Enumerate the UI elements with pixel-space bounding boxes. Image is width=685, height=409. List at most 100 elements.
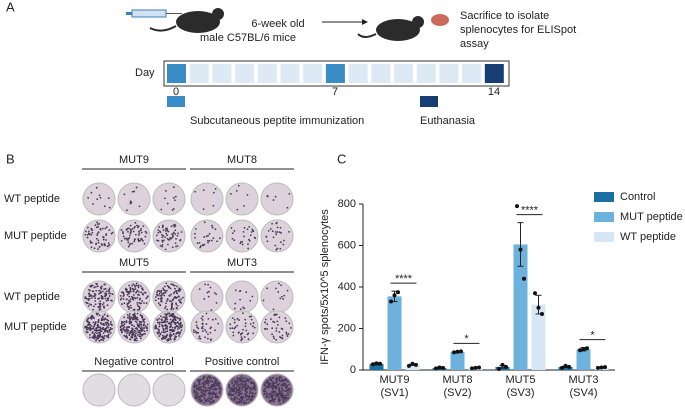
spot bbox=[101, 303, 104, 306]
spot bbox=[88, 323, 91, 326]
spot bbox=[172, 224, 175, 227]
spot bbox=[241, 243, 244, 246]
spot bbox=[164, 285, 166, 288]
spot bbox=[180, 231, 183, 233]
x-tick-label: (SV3) bbox=[506, 387, 534, 399]
spot bbox=[242, 380, 245, 382]
spot bbox=[120, 291, 123, 294]
spot bbox=[244, 401, 247, 404]
well bbox=[152, 219, 186, 253]
spot bbox=[175, 333, 178, 335]
spot bbox=[243, 336, 246, 338]
spot bbox=[90, 317, 93, 320]
spot bbox=[98, 307, 101, 309]
spot bbox=[235, 189, 238, 192]
timeline-day bbox=[280, 64, 300, 83]
spot bbox=[211, 395, 214, 398]
spot bbox=[105, 233, 108, 235]
spot bbox=[240, 401, 243, 404]
spot bbox=[108, 229, 111, 232]
x-tick-label: (SV4) bbox=[569, 387, 597, 399]
spot bbox=[123, 237, 126, 240]
spot bbox=[120, 322, 123, 325]
spot bbox=[119, 294, 122, 297]
spot bbox=[122, 298, 125, 300]
well bbox=[225, 280, 259, 314]
well bbox=[225, 219, 259, 253]
spot bbox=[230, 388, 233, 391]
spot bbox=[171, 246, 174, 249]
spot bbox=[170, 321, 173, 324]
spot bbox=[174, 242, 177, 245]
spot bbox=[265, 387, 267, 390]
spot bbox=[179, 239, 181, 242]
spot bbox=[103, 313, 106, 316]
spot bbox=[273, 400, 275, 403]
spot bbox=[128, 227, 130, 230]
spot bbox=[234, 387, 236, 389]
spot bbox=[242, 328, 244, 331]
spot bbox=[276, 323, 279, 326]
spot bbox=[129, 202, 132, 205]
spot bbox=[207, 295, 210, 298]
spot bbox=[124, 329, 127, 332]
spot bbox=[128, 332, 131, 335]
spot bbox=[141, 334, 143, 337]
spot bbox=[102, 238, 105, 241]
spot bbox=[172, 196, 175, 199]
spot bbox=[249, 381, 252, 384]
data-point bbox=[459, 349, 463, 354]
spot bbox=[96, 323, 99, 326]
spot bbox=[108, 287, 111, 290]
spot bbox=[195, 321, 198, 323]
spot bbox=[173, 297, 175, 300]
spot bbox=[130, 230, 132, 232]
spot bbox=[215, 293, 218, 296]
spot bbox=[239, 290, 242, 292]
spot bbox=[214, 384, 217, 387]
spot bbox=[138, 301, 141, 304]
spot bbox=[154, 299, 157, 302]
spot bbox=[247, 332, 250, 335]
spot bbox=[171, 326, 174, 329]
spot bbox=[110, 321, 112, 323]
spot bbox=[236, 376, 239, 379]
spot bbox=[166, 320, 169, 323]
spot bbox=[93, 317, 95, 320]
spot bbox=[141, 239, 144, 242]
spot bbox=[135, 337, 138, 340]
spot bbox=[249, 299, 252, 302]
data-point bbox=[563, 363, 568, 368]
spot bbox=[93, 305, 95, 308]
spot bbox=[158, 335, 161, 337]
spot bbox=[244, 388, 247, 391]
spot bbox=[214, 377, 217, 380]
spot bbox=[169, 318, 172, 321]
spot bbox=[167, 230, 170, 233]
spot bbox=[208, 392, 211, 394]
spot bbox=[264, 392, 266, 395]
spot bbox=[201, 325, 204, 328]
day-tick: 0 bbox=[173, 86, 179, 98]
spot bbox=[274, 287, 277, 290]
spot bbox=[93, 247, 96, 250]
row-label: WT peptide bbox=[4, 291, 60, 303]
spot bbox=[241, 392, 243, 395]
spot bbox=[120, 240, 123, 242]
spot bbox=[157, 229, 160, 231]
spot bbox=[169, 323, 172, 325]
spot bbox=[252, 385, 255, 388]
spot bbox=[93, 332, 96, 335]
spot bbox=[160, 321, 163, 324]
data-point bbox=[389, 299, 393, 304]
spot bbox=[157, 294, 159, 297]
spot bbox=[175, 324, 178, 327]
spot bbox=[248, 315, 251, 318]
spot bbox=[162, 234, 165, 237]
spot bbox=[203, 384, 205, 386]
spot bbox=[136, 296, 139, 299]
spot bbox=[161, 233, 163, 236]
spot bbox=[203, 380, 206, 383]
spot bbox=[276, 226, 279, 229]
spot bbox=[105, 293, 108, 295]
